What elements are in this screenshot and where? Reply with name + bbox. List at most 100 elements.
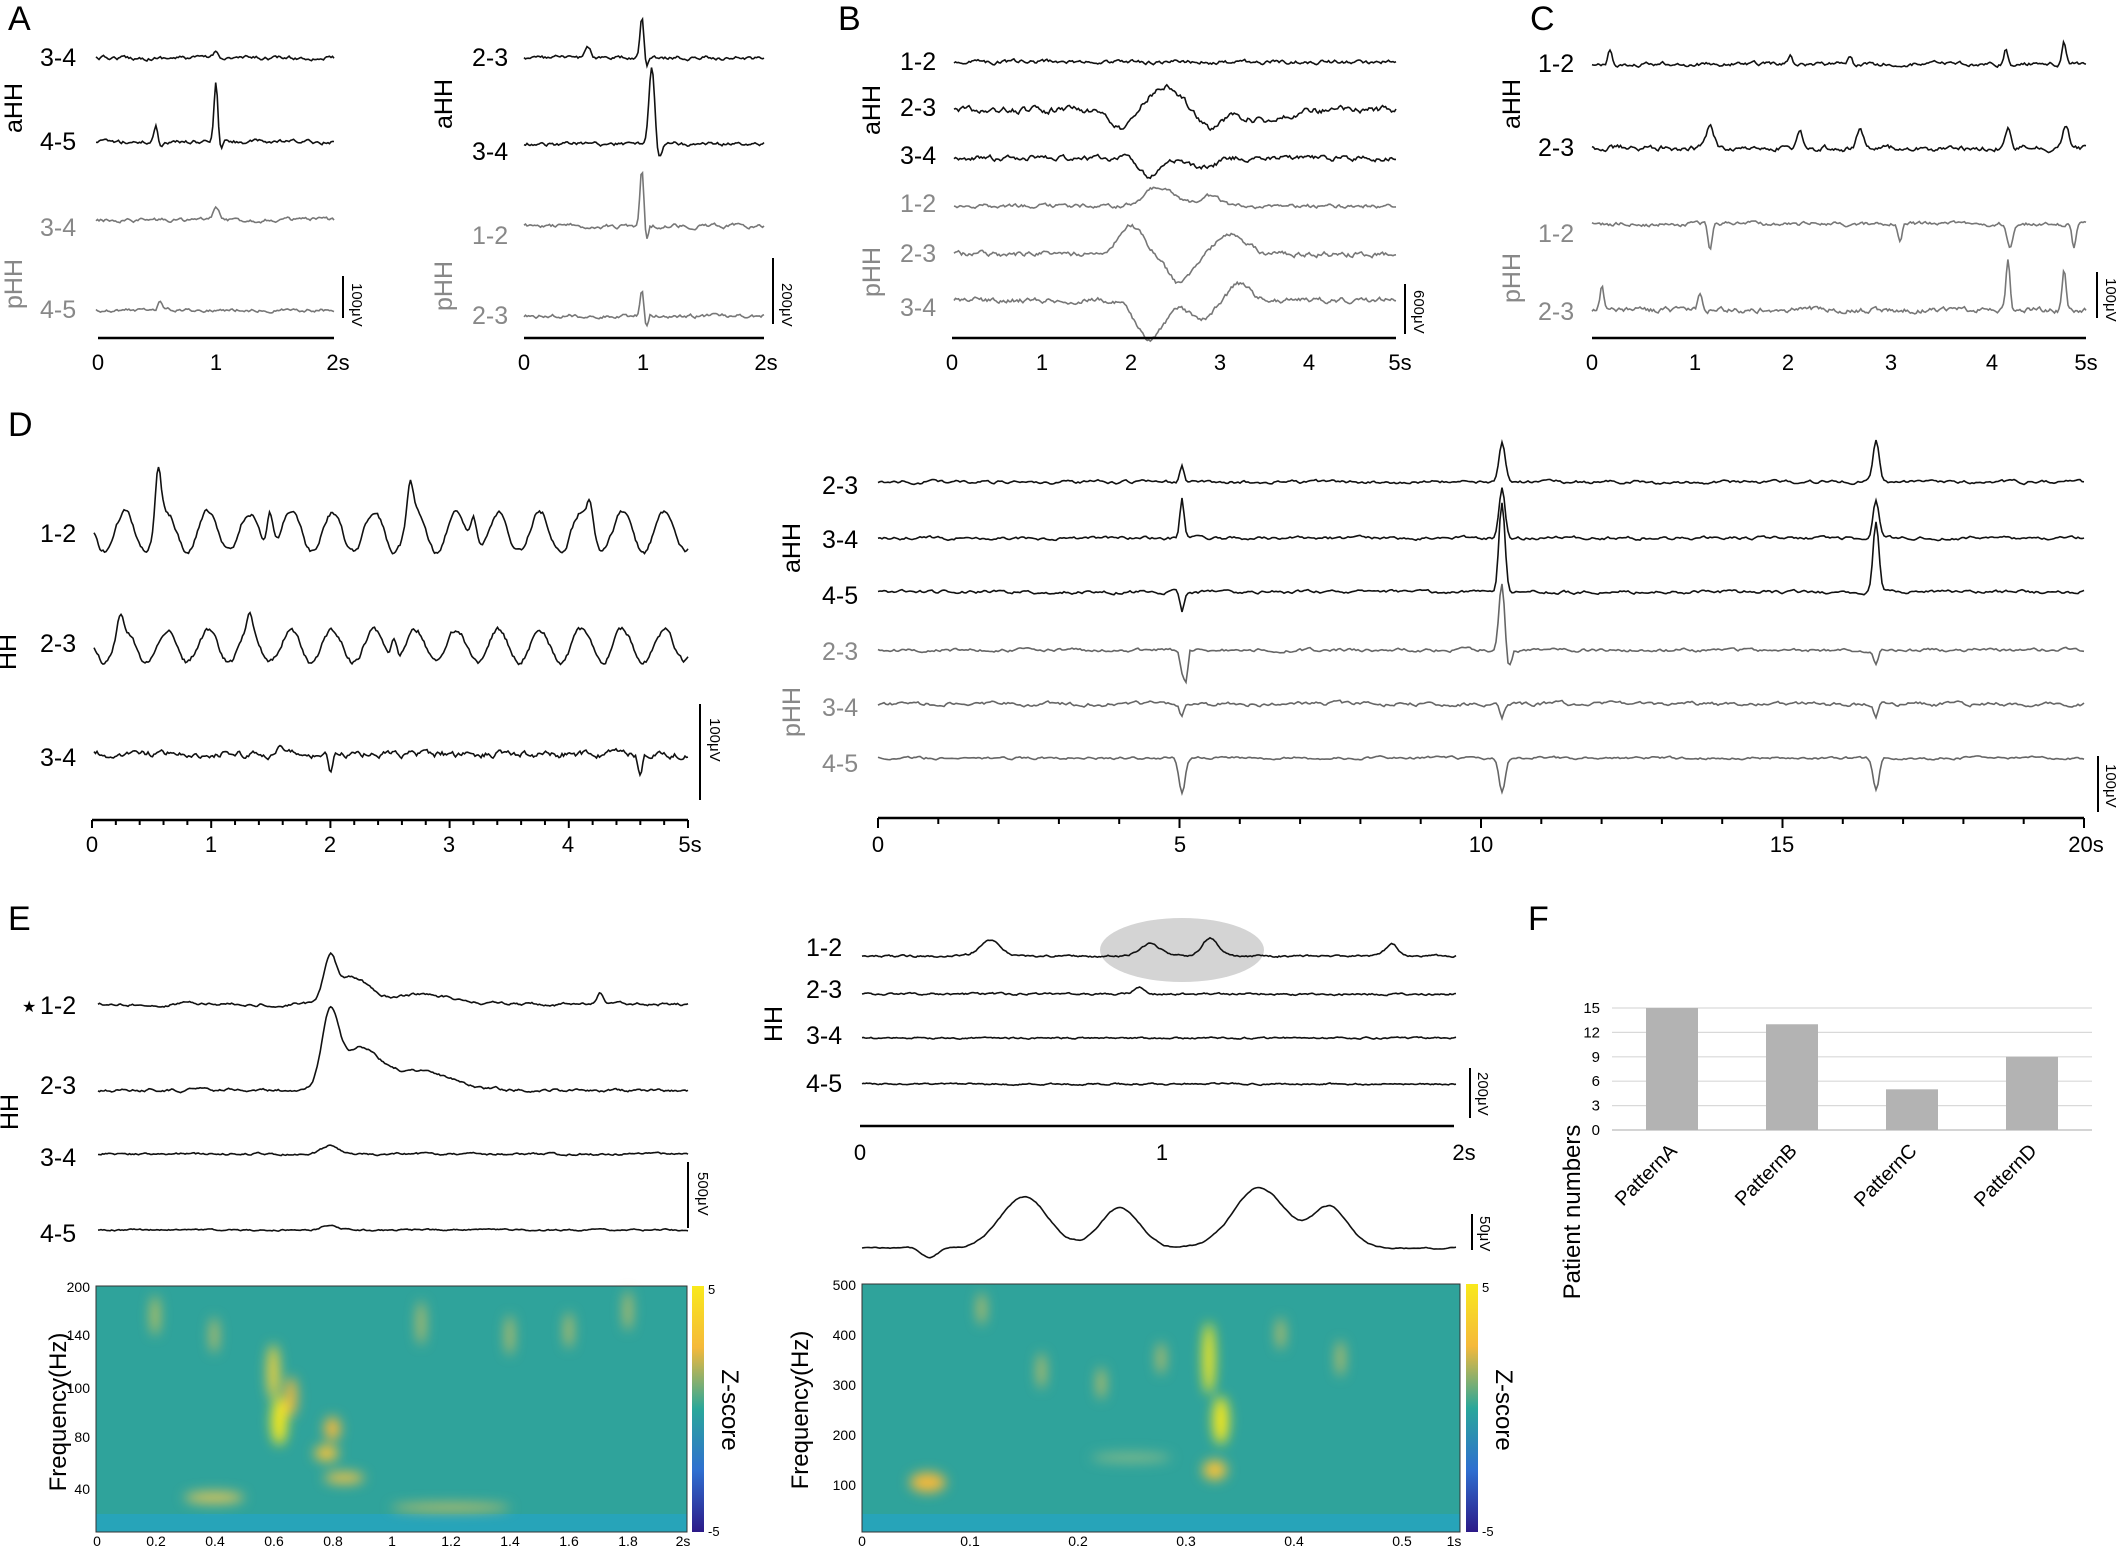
tick-label: 1 bbox=[637, 350, 649, 375]
group-label: pHH bbox=[430, 261, 458, 311]
panel-d-label: D bbox=[8, 406, 33, 444]
spectrogram bbox=[862, 1284, 1460, 1532]
signal-trace bbox=[97, 1005, 689, 1094]
y-axis-label: Frequency(Hz) bbox=[787, 1331, 814, 1490]
channel-label: 2-3 bbox=[472, 302, 508, 330]
tick-label: 1.2 bbox=[441, 1533, 461, 1548]
category-label: PatternB bbox=[1731, 1140, 1802, 1211]
signal-trace bbox=[97, 1224, 689, 1233]
colorbar-tick: 5 bbox=[708, 1282, 715, 1297]
signal-trace bbox=[1591, 259, 2087, 315]
tick-label: 0.1 bbox=[960, 1533, 980, 1548]
panel-c: C 1-2 2-3 1-2 2-3 aHH pHH 100μV 0 1 2 3 … bbox=[1498, 0, 2119, 375]
channel-label: 1-2 bbox=[900, 48, 936, 76]
channel-label: 2-3 bbox=[806, 976, 842, 1004]
panel-a: A 3-4 4-5 3-4 4-5 aHH pHH 100μV 0 1 2s 2… bbox=[0, 0, 795, 375]
traces bbox=[95, 50, 335, 314]
signal-trace bbox=[877, 754, 2085, 796]
tick-label: 1 bbox=[205, 832, 217, 857]
scale-label: 100μV bbox=[706, 718, 723, 762]
panel-a-label: A bbox=[8, 0, 31, 38]
tick-label: 2s bbox=[1452, 1140, 1475, 1165]
group-label: HH bbox=[760, 1006, 788, 1042]
group-label: aHH bbox=[0, 83, 28, 133]
colorbar-tick: 5 bbox=[1482, 1280, 1489, 1295]
tick-label: 5s bbox=[1388, 350, 1411, 375]
channel-label: 1-2 bbox=[1538, 50, 1574, 78]
tick-label: 4 bbox=[1303, 350, 1315, 375]
signal-trace bbox=[877, 487, 2085, 542]
group-label: aHH bbox=[1498, 79, 1526, 129]
channel-label: 3-4 bbox=[40, 1144, 76, 1172]
tick-label: 1 bbox=[1036, 350, 1048, 375]
tick-label: 1 bbox=[1689, 350, 1701, 375]
tick-label: 0 bbox=[93, 1533, 101, 1548]
tick-label: 2s bbox=[676, 1533, 691, 1548]
tick-label: 0 bbox=[872, 832, 884, 857]
traces bbox=[1591, 39, 2087, 315]
tick-label: 0 bbox=[946, 350, 958, 375]
signal-trace bbox=[877, 583, 2085, 685]
channel-label: 4-5 bbox=[40, 1220, 76, 1248]
tick-label: 100 bbox=[67, 1380, 91, 1396]
group-label: HH bbox=[0, 634, 22, 670]
tick-label: 80 bbox=[74, 1429, 90, 1445]
panel-e: E ★ 1-2 2-3 3-4 4-5 HH 500μV Frequency(H… bbox=[0, 900, 1517, 1548]
tick-label: 500 bbox=[833, 1277, 857, 1293]
traces bbox=[97, 951, 689, 1233]
signal-trace bbox=[1591, 219, 2087, 251]
panel-d: D 1-2 2-3 3-4 HH 100μV 0 1 2 3 4 5s 2-3 … bbox=[0, 406, 2119, 857]
channel-label: 2-3 bbox=[822, 472, 858, 500]
channel-label: 4-5 bbox=[806, 1070, 842, 1098]
tick-label: 1s bbox=[1447, 1533, 1462, 1548]
tick-label: 4 bbox=[562, 832, 574, 857]
colorbar bbox=[692, 1286, 704, 1532]
signal-trace bbox=[523, 16, 765, 69]
tick-label: 1 bbox=[1156, 1140, 1168, 1165]
scale-label: 500μV bbox=[694, 1172, 711, 1216]
panel-b: B 1-2 2-3 3-4 1-2 2-3 3-4 aHH pHH 600μV … bbox=[838, 0, 1427, 375]
signal-trace bbox=[1591, 123, 2087, 154]
signal-trace bbox=[95, 300, 335, 314]
tick-label: 400 bbox=[833, 1327, 857, 1343]
tick-label: 0.4 bbox=[1284, 1533, 1304, 1548]
signal-trace bbox=[877, 502, 2085, 613]
y-tick-label: 3 bbox=[1592, 1098, 1600, 1115]
y-tick-label: 12 bbox=[1583, 1024, 1600, 1041]
panel-f-label: F bbox=[1528, 900, 1549, 938]
channel-label: 1-2 bbox=[900, 190, 936, 218]
channel-label: 2-3 bbox=[472, 44, 508, 72]
category-label: PatternA bbox=[1611, 1140, 1682, 1211]
signal-trace bbox=[97, 951, 689, 1009]
signal-trace bbox=[95, 205, 335, 224]
panel-c-label: C bbox=[1530, 0, 1555, 38]
panel-a-right: 2-3 3-4 1-2 2-3 aHH pHH 200μV 0 1 2s bbox=[430, 16, 795, 375]
panel-d-right: 2-3 3-4 4-5 2-3 3-4 4-5 aHH pHH 100μV 0 … bbox=[778, 439, 2119, 857]
signal-trace bbox=[93, 744, 689, 778]
signal-trace bbox=[523, 170, 765, 239]
group-label: aHH bbox=[430, 79, 458, 129]
channel-label: 2-3 bbox=[900, 94, 936, 122]
tick-label: 3 bbox=[1885, 350, 1897, 375]
panel-e-left: ★ 1-2 2-3 3-4 4-5 HH 500μV Frequency(Hz)… bbox=[0, 951, 743, 1548]
tick-label: 0 bbox=[858, 1533, 866, 1548]
tick-label: 0 bbox=[92, 350, 104, 375]
tick-label: 20s bbox=[2068, 832, 2103, 857]
tick-label: 0.8 bbox=[323, 1533, 343, 1548]
channel-label: 1-2 bbox=[40, 992, 76, 1020]
bar-patternd bbox=[2006, 1056, 2058, 1130]
colorbar-tick: -5 bbox=[708, 1524, 720, 1539]
channel-label: 3-4 bbox=[822, 694, 858, 722]
spectrogram-frame bbox=[861, 1283, 1461, 1533]
tick-label: 1.8 bbox=[618, 1533, 638, 1548]
tick-label: 200 bbox=[67, 1279, 91, 1295]
tick-label: 0.6 bbox=[264, 1533, 284, 1548]
tick-label: 140 bbox=[67, 1327, 91, 1343]
channel-label: 2-3 bbox=[1538, 134, 1574, 162]
channel-label: 3-4 bbox=[806, 1022, 842, 1050]
panel-e-right: 1-2 2-3 3-4 4-5 HH 200μV 0 1 2s 50μV Fre… bbox=[760, 918, 1517, 1548]
tick-label: 2 bbox=[324, 832, 336, 857]
scale-label: 50μV bbox=[1476, 1216, 1493, 1251]
spectrogram-frame bbox=[95, 1285, 688, 1533]
